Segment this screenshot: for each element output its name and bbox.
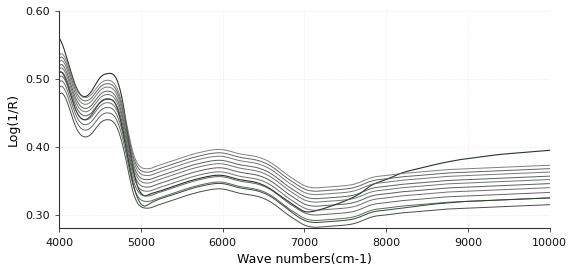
Y-axis label: Log(1/R): Log(1/R) — [7, 93, 20, 146]
X-axis label: Wave numbers(cm-1): Wave numbers(cm-1) — [237, 253, 372, 266]
